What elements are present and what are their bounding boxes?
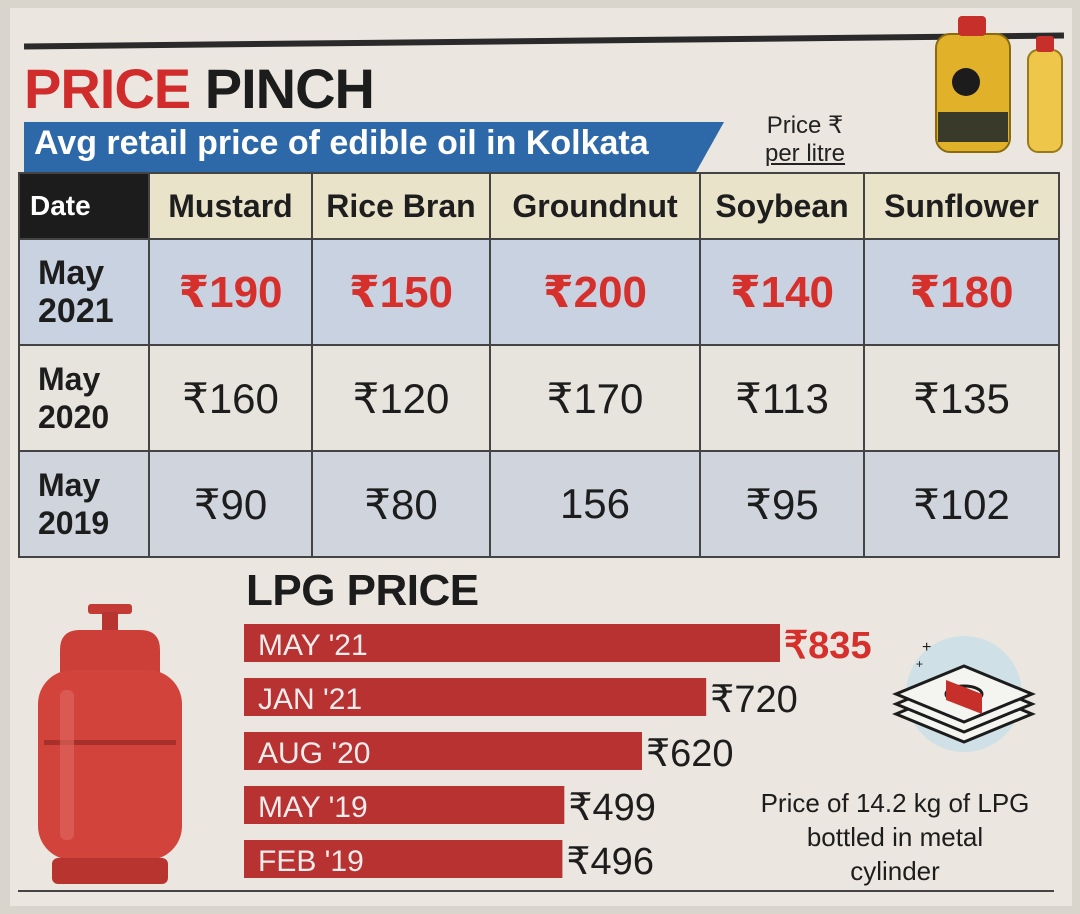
- cell-soybean: ₹140: [699, 238, 865, 346]
- table-row: May 2021 ₹190 ₹150 ₹200 ₹140 ₹180: [18, 238, 1060, 346]
- page-title: PRICE PINCH: [24, 56, 375, 121]
- lpg-bar: [244, 786, 565, 824]
- row-year: 2019: [38, 505, 110, 541]
- lpg-bar-label: MAY '19: [258, 791, 368, 824]
- lpg-section: [18, 556, 1054, 892]
- cell-soybean: ₹95: [699, 450, 865, 558]
- lpg-title: LPG PRICE: [246, 566, 479, 615]
- svg-text:+: +: [916, 657, 923, 671]
- cell-groundnut: 156: [489, 450, 701, 558]
- lpg-bar-label: JAN '21: [258, 683, 362, 716]
- lpg-bar-value: ₹496: [566, 841, 654, 883]
- header-groundnut: Groundnut: [489, 172, 701, 240]
- money-stack-icon: + +: [892, 636, 1036, 752]
- header-soybean: Soybean: [699, 172, 865, 240]
- row-year: 2021: [38, 292, 114, 330]
- cell-rice-bran: ₹120: [311, 344, 491, 452]
- oil-price-table: Date Mustard Rice Bran Groundnut Soybean…: [18, 172, 1060, 558]
- lpg-bar-label: FEB '19: [258, 845, 364, 878]
- cell-mustard: ₹160: [148, 344, 313, 452]
- lpg-bar: [244, 732, 642, 770]
- header-mustard: Mustard: [148, 172, 313, 240]
- title-price: PRICE: [24, 57, 191, 120]
- cell-groundnut: ₹200: [489, 238, 701, 346]
- cell-sunflower: ₹180: [863, 238, 1060, 346]
- row-month: May: [38, 467, 101, 503]
- lpg-bar-label: MAY '21: [258, 629, 368, 662]
- lpg-bar-value: ₹720: [710, 679, 798, 721]
- table-row: May 2020 ₹160 ₹120 ₹170 ₹113 ₹135: [18, 344, 1060, 452]
- cell-sunflower: ₹102: [863, 450, 1060, 558]
- header-date: Date: [18, 172, 150, 240]
- cell-groundnut: ₹170: [489, 344, 701, 452]
- cell-mustard: ₹190: [148, 238, 313, 346]
- row-date: May 2019: [18, 450, 150, 558]
- price-unit-line2: per litre: [764, 140, 846, 167]
- lpg-bar-value: ₹620: [646, 733, 734, 775]
- lpg-bar-value: ₹499: [568, 787, 656, 829]
- lpg-bar-label: AUG '20: [258, 737, 370, 770]
- row-year: 2020: [38, 399, 110, 435]
- table-header-row: Date Mustard Rice Bran Groundnut Soybean…: [18, 172, 1060, 240]
- svg-text:+: +: [922, 639, 931, 656]
- price-unit-line1: Price ₹: [766, 112, 844, 139]
- row-date: May 2020: [18, 344, 150, 452]
- cell-mustard: ₹90: [148, 450, 313, 558]
- gas-cylinder-icon: [38, 604, 182, 884]
- cell-soybean: ₹113: [699, 344, 865, 452]
- row-month: May: [38, 361, 101, 397]
- lpg-bar: [244, 678, 707, 716]
- price-unit-note: Price ₹ per litre: [740, 112, 870, 168]
- subtitle-banner: [24, 122, 724, 172]
- row-month: May: [38, 254, 105, 292]
- lpg-bar-value: ₹835: [784, 625, 872, 667]
- title-pinch: PINCH: [204, 57, 375, 120]
- header-sunflower: Sunflower: [863, 172, 1060, 240]
- table-row: May 2019 ₹90 ₹80 156 ₹95 ₹102: [18, 450, 1060, 558]
- cell-rice-bran: ₹80: [311, 450, 491, 558]
- cell-sunflower: ₹135: [863, 344, 1060, 452]
- subtitle: Avg retail price of edible oil in Kolkat…: [34, 124, 649, 162]
- lpg-bar: [244, 624, 780, 662]
- header-rice-bran: Rice Bran: [311, 172, 491, 240]
- oil-bottle-icon: [935, 16, 1063, 153]
- cell-rice-bran: ₹150: [311, 238, 491, 346]
- row-date: May 2021: [18, 238, 150, 346]
- lpg-note: Price of 14.2 kg of LPG bottled in metal…: [760, 788, 1030, 886]
- lpg-bar: [244, 840, 563, 878]
